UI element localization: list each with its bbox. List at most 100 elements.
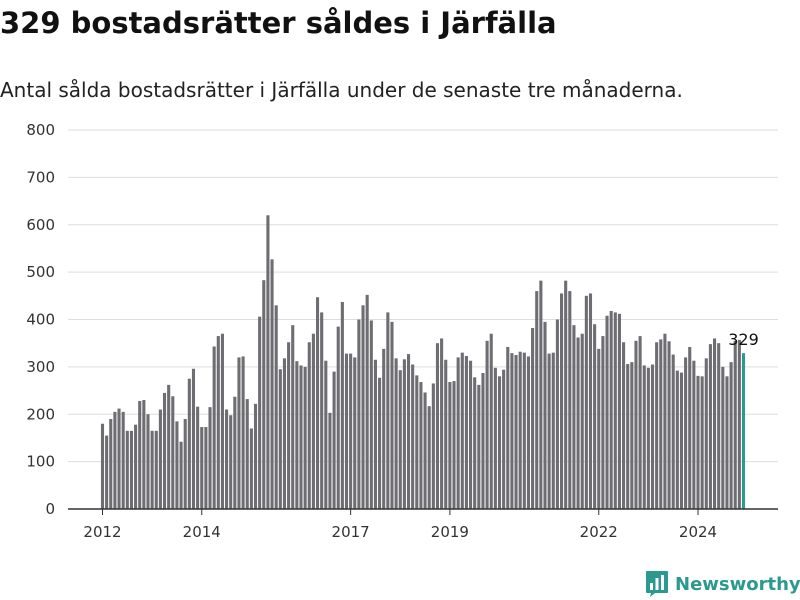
bar: [737, 339, 741, 509]
newsworthy-logo: Newsworthy: [645, 569, 800, 599]
bar: [225, 409, 229, 509]
bar: [158, 409, 162, 509]
bar: [204, 427, 208, 509]
bar: [287, 342, 291, 509]
bar: [373, 359, 377, 509]
bar: [398, 370, 402, 509]
x-tick-label: 2014: [183, 523, 221, 541]
chart-title: 329 bostadsrätter såldes i Järfälla: [0, 6, 557, 40]
bar: [357, 319, 361, 509]
bar: [469, 360, 473, 509]
bar: [518, 351, 522, 509]
bar: [609, 310, 613, 509]
bar: [270, 259, 274, 509]
bar: [605, 315, 609, 509]
bar: [696, 375, 700, 509]
bar: [547, 353, 551, 509]
bar: [721, 366, 725, 510]
bar: [179, 441, 183, 509]
bar: [125, 430, 129, 509]
bar: [171, 396, 175, 509]
bar: [613, 312, 617, 509]
bar: [175, 421, 179, 509]
bar: [663, 333, 667, 509]
bar: [150, 430, 154, 509]
bar: [386, 312, 390, 509]
bar: [456, 357, 460, 509]
bar: [506, 346, 510, 509]
y-tick-label: 200: [26, 405, 55, 423]
bar: [659, 339, 663, 509]
bar: [551, 352, 555, 509]
bar: [394, 358, 398, 509]
bar: [601, 336, 605, 509]
bar: [452, 381, 456, 509]
bar: [708, 344, 712, 509]
bar: [646, 367, 650, 509]
bar: [588, 293, 593, 509]
bar: [440, 338, 444, 509]
bar: [626, 364, 630, 509]
bar: [713, 338, 717, 509]
bar: [477, 384, 481, 509]
bar: [638, 336, 642, 509]
bar: [241, 356, 245, 509]
bar: [700, 376, 704, 509]
bar: [142, 400, 146, 509]
bar: [237, 357, 241, 509]
bar: [435, 343, 440, 509]
bar: [307, 342, 311, 509]
bar: [564, 280, 568, 509]
bar: [129, 430, 133, 509]
bar: [655, 342, 659, 509]
bar: [576, 337, 580, 509]
last-value-label: 329: [728, 330, 759, 349]
bar: [109, 418, 113, 509]
bar: [253, 403, 258, 509]
x-tick-label: 2017: [332, 523, 370, 541]
bar: [291, 325, 295, 509]
chart-subtitle: Antal sålda bostadsrätter i Järfälla und…: [0, 78, 683, 102]
bar: [216, 336, 220, 509]
bar: [349, 353, 353, 509]
bar: [295, 361, 299, 509]
bar: [262, 280, 266, 509]
bar: [378, 377, 382, 509]
x-tick-label: 2024: [679, 523, 717, 541]
bar: [117, 408, 121, 509]
bar: [559, 293, 564, 509]
y-tick-label: 100: [26, 453, 55, 471]
bar: [353, 357, 357, 509]
bar: [679, 372, 684, 509]
gridlines: [68, 129, 778, 463]
bar: [444, 359, 448, 509]
bar: [340, 301, 344, 509]
bar: [249, 428, 253, 509]
bar: [365, 294, 369, 509]
bars: [100, 215, 746, 510]
bar: [154, 430, 158, 509]
bar: [233, 396, 237, 509]
bar: [502, 369, 506, 509]
bar: [324, 360, 328, 509]
bar: [113, 411, 117, 509]
bar: [572, 325, 576, 509]
bar: [460, 352, 464, 509]
bar: [497, 376, 502, 509]
bar: [485, 340, 489, 509]
bar: [320, 312, 324, 509]
bar: [162, 392, 167, 509]
bar: [584, 295, 588, 509]
bar: [266, 215, 270, 509]
bar: [555, 319, 559, 509]
bar: [167, 384, 171, 509]
bar: [415, 375, 419, 509]
brand-name: Newsworthy: [675, 573, 800, 595]
bar: [258, 316, 262, 509]
bar: [183, 418, 187, 509]
bar: [630, 362, 634, 509]
bar: [299, 365, 303, 509]
bar: [138, 400, 142, 509]
y-tick-label: 700: [26, 168, 55, 186]
